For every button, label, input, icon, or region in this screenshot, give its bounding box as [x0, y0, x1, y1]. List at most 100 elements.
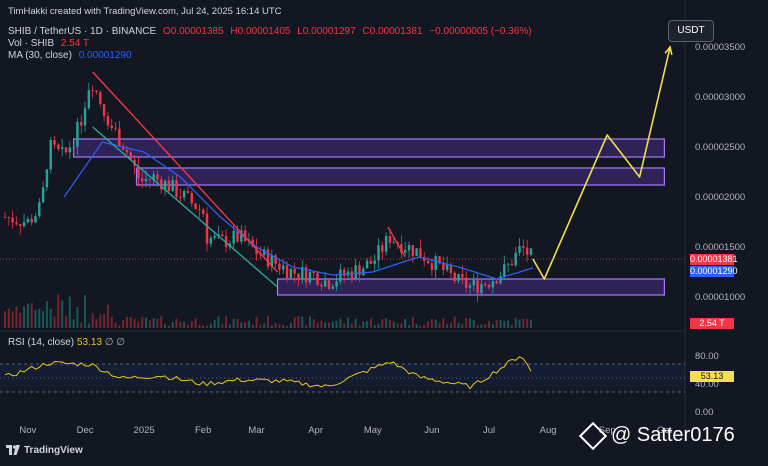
price-tick-label: 0.00001500 — [695, 242, 745, 253]
candle-body — [293, 268, 296, 274]
tradingview-logo-icon — [6, 445, 20, 456]
candle-body — [30, 218, 33, 223]
candle-body — [274, 255, 277, 264]
volume-bar — [270, 325, 273, 328]
volume-bar — [350, 323, 353, 328]
candle-body — [411, 245, 415, 256]
volume-bar — [110, 316, 113, 328]
volume-bar — [434, 319, 437, 328]
volume-bar — [240, 322, 243, 328]
candle-body — [125, 149, 129, 153]
volume-bar — [415, 324, 418, 328]
volume-bar — [526, 318, 529, 328]
volume-bar — [446, 324, 449, 328]
volume-bar — [23, 306, 26, 328]
volume-bar — [202, 325, 205, 328]
volume-bar — [369, 318, 372, 328]
candle-body — [400, 244, 403, 253]
volume-bar — [179, 322, 182, 328]
candle-body — [72, 147, 75, 148]
volume-bar — [423, 324, 426, 328]
volume-bar — [518, 319, 521, 328]
candle-body — [468, 285, 472, 288]
volume-bar — [388, 320, 391, 328]
volume-bar — [293, 317, 296, 328]
candle-body — [68, 147, 71, 153]
volume-bar — [247, 320, 250, 328]
volume-tag: 2.54 T — [690, 318, 734, 329]
price-tick-label: 0.00003500 — [695, 42, 745, 53]
candle-body — [506, 263, 510, 265]
candle-body — [198, 209, 201, 210]
price-tick-label: 0.00002500 — [695, 142, 745, 153]
rsi-extra-1: ∅ — [104, 337, 114, 348]
volume-bar — [488, 321, 491, 328]
candle-body — [282, 265, 285, 270]
ma-row: MA (30, close) 0.00001290 — [8, 50, 136, 61]
volume-bar — [148, 320, 151, 328]
trendline-1 — [92, 71, 279, 273]
trendline-2 — [92, 126, 278, 288]
candle-body — [388, 235, 392, 243]
volume-bar — [491, 324, 494, 328]
candle-body — [320, 284, 323, 287]
candle-body — [308, 271, 312, 283]
volume-bar — [301, 316, 304, 328]
candle-body — [236, 230, 239, 242]
candle-body — [323, 280, 327, 287]
volume-bar — [194, 318, 197, 328]
candle-body — [461, 273, 464, 278]
candle-body — [95, 90, 98, 93]
candle-body — [137, 165, 140, 179]
volume-bar — [476, 324, 479, 328]
candle-body — [289, 268, 293, 278]
volume-bar — [472, 320, 475, 328]
volume-bar — [114, 322, 117, 328]
volume-bar — [461, 323, 464, 328]
candle-body — [213, 235, 216, 238]
volume-bar — [373, 325, 376, 328]
currency-button[interactable]: USDT — [668, 20, 714, 42]
symbol-row: SHIB / TetherUS · 1D · BINANCE O0.000013… — [8, 26, 536, 37]
watermark: @ Satter0176 — [578, 421, 735, 450]
candle-body — [495, 281, 498, 284]
symbol-name[interactable]: SHIB / TetherUS · 1D · BINANCE — [8, 26, 157, 37]
ma-label[interactable]: MA (30, close) — [8, 50, 72, 61]
candle-body — [434, 256, 437, 271]
candle-body — [518, 245, 521, 253]
candle-body — [205, 213, 209, 244]
volume-bar — [80, 322, 83, 328]
volume-bar — [529, 319, 532, 328]
volume-bar — [343, 323, 346, 328]
volume-bar — [316, 322, 319, 328]
volume-label[interactable]: Vol · SHIB — [8, 38, 55, 49]
candle-body — [190, 192, 193, 204]
volume-bar — [522, 318, 525, 328]
trendline-3 — [387, 226, 406, 258]
candle-body — [19, 224, 22, 227]
candle-body — [419, 248, 422, 258]
volume-bar — [320, 320, 323, 328]
price-tick-label: 0.00002000 — [695, 192, 745, 203]
candle-body — [514, 252, 517, 266]
candle-body — [491, 281, 495, 288]
tradingview-footer[interactable]: TradingView — [6, 445, 83, 456]
volume-bar — [331, 321, 334, 328]
volume-bar — [339, 318, 342, 328]
ohlc-close: C0.00001381 — [362, 26, 423, 37]
price-tick-label: 0.00003000 — [695, 92, 745, 103]
volume-bar — [419, 325, 422, 328]
candle-body — [186, 191, 190, 193]
rsi-label[interactable]: RSI (14, close) — [8, 337, 75, 348]
volume-bar — [408, 325, 411, 328]
volume-bar — [133, 319, 136, 328]
time-tick-label: Jun — [424, 425, 439, 436]
rsi-band — [0, 364, 685, 392]
volume-bar — [228, 324, 231, 328]
candle-body — [209, 237, 213, 244]
candle-body — [38, 202, 41, 217]
volume-bar — [468, 318, 471, 328]
candle-body — [102, 103, 106, 116]
volume-bar — [141, 316, 144, 328]
